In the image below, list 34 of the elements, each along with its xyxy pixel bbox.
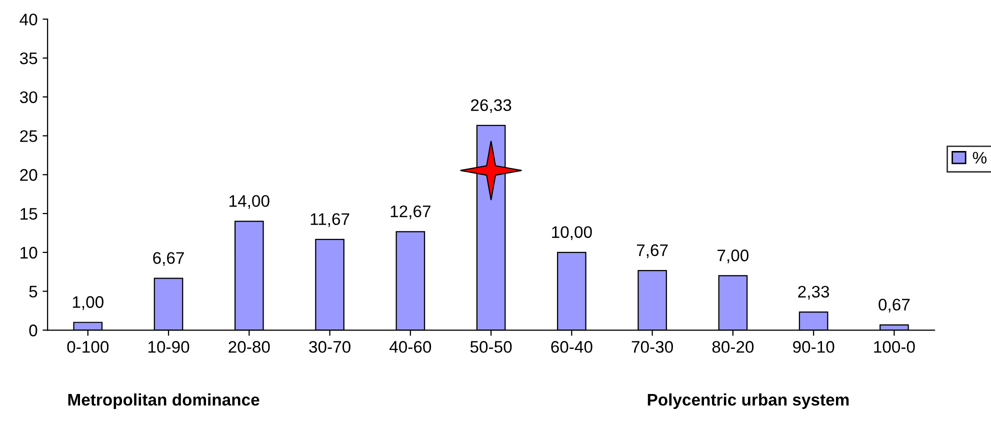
x-tick-label: 20-80 [228,341,270,353]
data-label: 2,33 [798,286,830,300]
y-tick-label: 5 [29,286,38,298]
data-label: 11,67 [310,213,350,227]
data-label: 0,67 [878,298,910,313]
y-tick-label: 40 [20,14,38,26]
legend-label: % [972,152,987,164]
y-tick-label: 0 [29,324,38,336]
data-label: 6,67 [153,252,184,266]
y-tick-label: 20 [20,169,38,181]
x-tick-label: 60-40 [551,341,592,353]
data-label: 7,00 [718,250,749,264]
x-tick-label: 10-90 [148,341,190,353]
y-tick-label: 10 [20,246,38,259]
y-tick-label: 35 [20,52,38,64]
data-label: 12,67 [390,205,430,220]
x-tick-label: 40-60 [389,341,432,353]
data-label: 7,67 [636,244,668,258]
x-tick-label: 50-50 [470,341,512,353]
data-label: 10,00 [552,226,592,240]
data-label: 26,33 [471,99,512,114]
x-tick-label: 80-20 [712,341,754,353]
y-tick-label: 30 [20,91,38,104]
data-label: 1,00 [72,296,104,310]
data-label: 14,00 [230,195,270,209]
x-tick-label: 70-30 [632,341,673,353]
x-tick-label: 30-70 [309,341,350,353]
x-tick-label: 90-10 [793,341,834,353]
x-tick-label: 0-100 [67,341,109,353]
x-tick-label: 100-0 [874,341,915,353]
y-tick-label: 25 [20,130,38,142]
text: Metropolitan dominance [68,393,260,409]
text: Polycentric urban system [648,393,849,409]
y-tick-label: 15 [20,208,38,220]
